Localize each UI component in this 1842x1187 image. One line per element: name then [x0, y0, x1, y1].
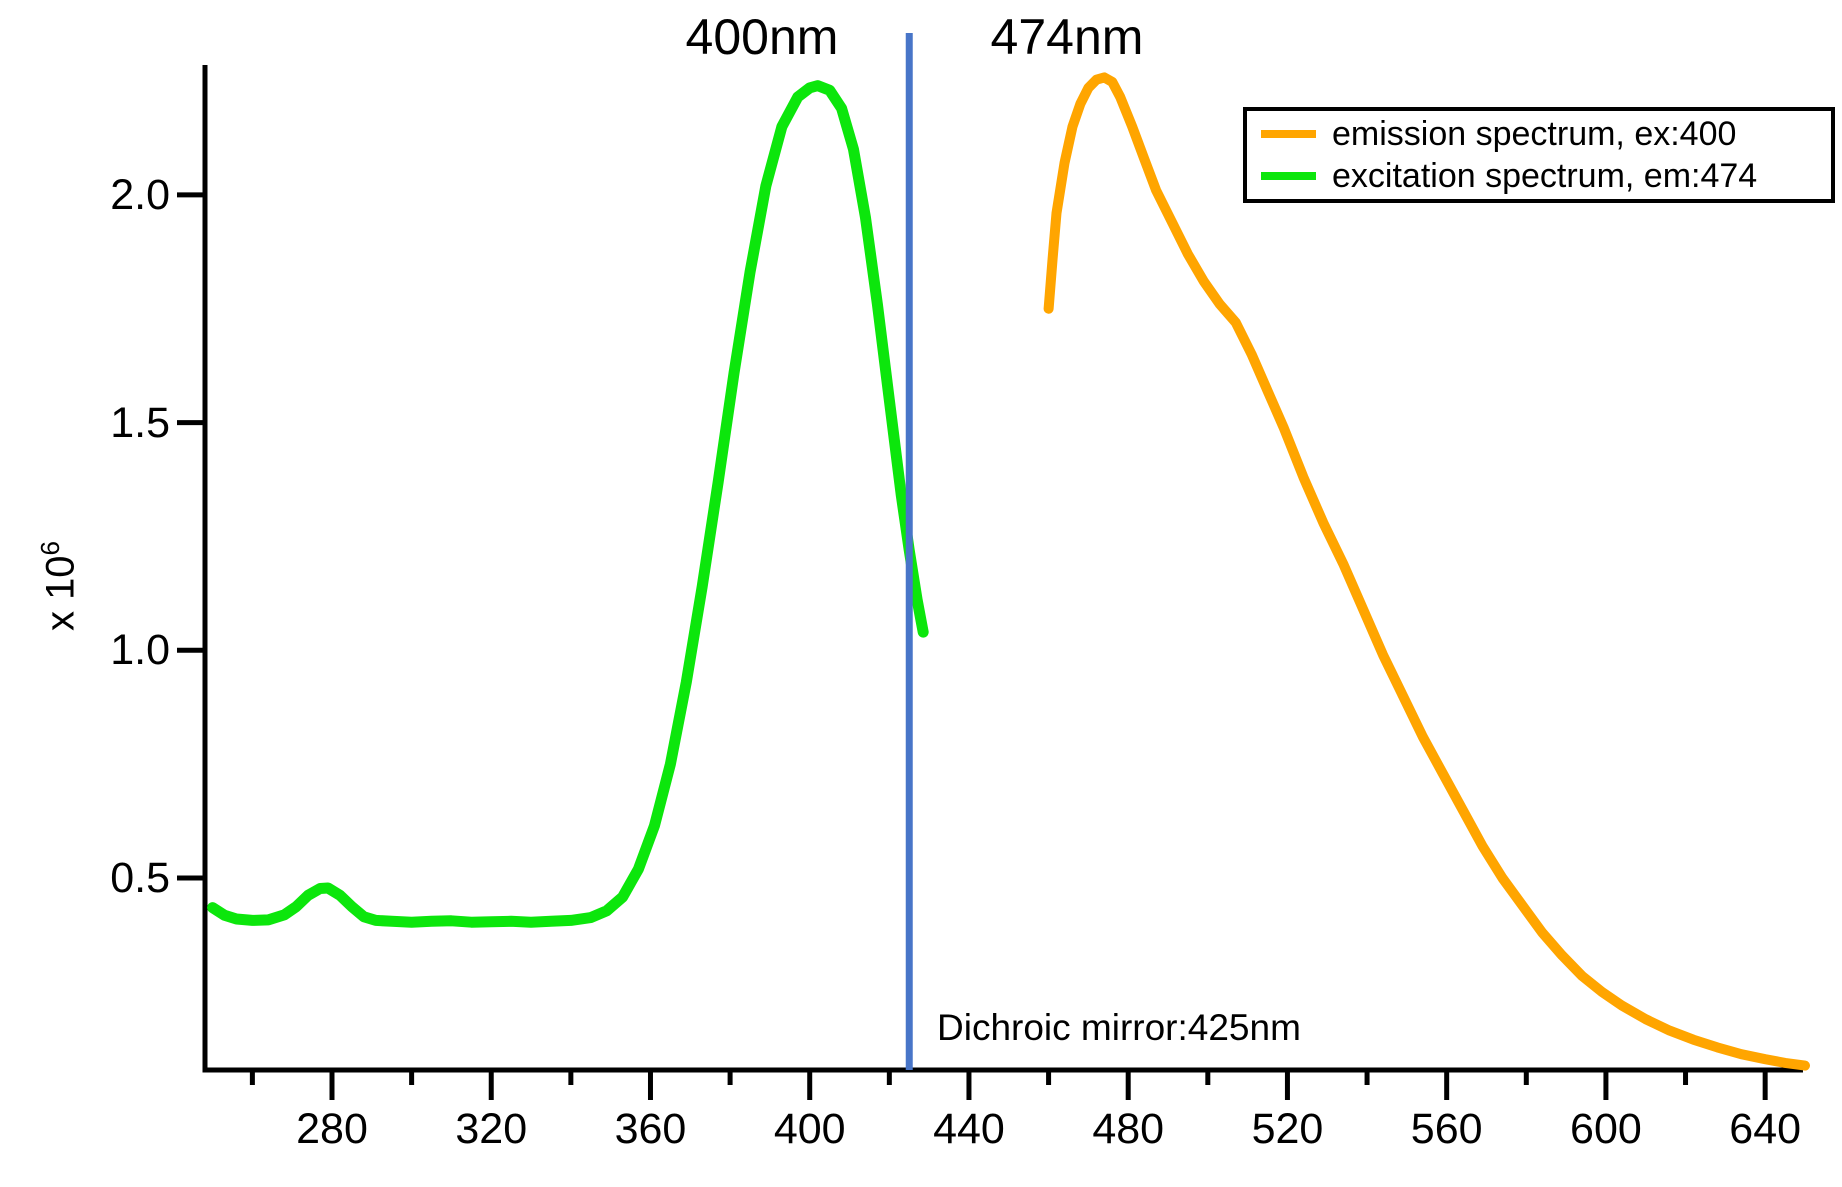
y-tick-label: 1.0 [110, 626, 170, 675]
y-axis-label-prefix: x 10 [38, 555, 83, 632]
legend-label-emission: emission spectrum, ex:400 [1332, 115, 1737, 153]
y-tick-label: 0.5 [110, 854, 170, 902]
excitation-spectrum-curve [207, 80, 929, 928]
emission-spectrum-curve [1043, 72, 1810, 1071]
orange-peak-annotation: 474nm [990, 9, 1144, 65]
dichroic-mirror-label: Dichroic mirror:425nm [937, 1007, 1301, 1048]
emission-line-swatch [1261, 130, 1316, 138]
green-peak-annotation: 400nm [685, 9, 839, 65]
x-tick-label: 320 [455, 1105, 528, 1153]
y-axis-label-exponent: 6 [35, 540, 65, 556]
x-tick-label: 480 [1092, 1105, 1165, 1153]
excitation-line-swatch [1261, 172, 1316, 180]
x-tick-label: 600 [1570, 1105, 1642, 1153]
x-tick-label: 280 [296, 1105, 368, 1153]
legend: emission spectrum, ex:400 excitation spe… [1243, 107, 1835, 203]
y-tick-label: 1.5 [110, 398, 170, 447]
x-tick-label: 360 [614, 1105, 687, 1153]
x-tick-label: 560 [1410, 1105, 1483, 1153]
legend-label-excitation: excitation spectrum, em:474 [1332, 157, 1758, 195]
legend-entry-emission: emission spectrum, ex:400 [1247, 116, 1831, 152]
y-tick-label: 2.0 [110, 170, 170, 219]
x-tick-label: 440 [933, 1105, 1005, 1153]
y-axis-label: x 106 [28, 516, 82, 656]
legend-entry-excitation: excitation spectrum, em:474 [1247, 158, 1831, 194]
x-tick-label: 400 [773, 1105, 846, 1153]
x-tick-label: 640 [1729, 1105, 1802, 1153]
x-tick-label: 520 [1251, 1105, 1324, 1153]
